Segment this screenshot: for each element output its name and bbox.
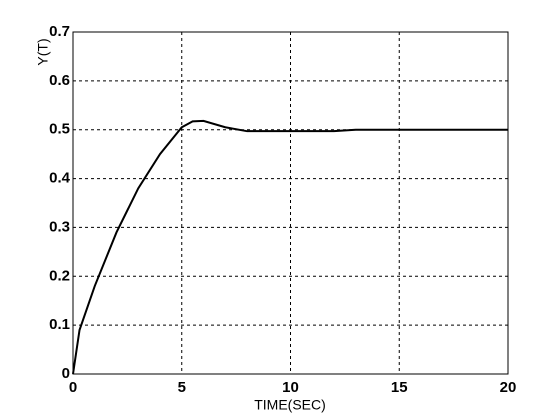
y-axis-label: Y(T) bbox=[35, 38, 51, 65]
data-line bbox=[72, 119, 508, 375]
x-axis-label: TIME(SEC) bbox=[254, 397, 326, 413]
y-tick-label: 0.5 bbox=[49, 121, 70, 138]
y-tick-label: 0.4 bbox=[49, 170, 71, 187]
y-tick-label: 0 bbox=[62, 365, 70, 382]
plot-frame bbox=[72, 31, 509, 375]
x-tick-label: 15 bbox=[391, 379, 408, 396]
y-tick-label: 0.2 bbox=[49, 267, 70, 284]
y-tick-label: 0.1 bbox=[49, 316, 70, 333]
y-tick-label: 0.7 bbox=[49, 23, 70, 40]
x-tick-label: 10 bbox=[282, 379, 299, 396]
x-tick-label: 20 bbox=[500, 379, 517, 396]
x-tick-label: 5 bbox=[178, 379, 186, 396]
y-tick-label: 0.6 bbox=[49, 72, 70, 89]
x-tick-label: 0 bbox=[69, 379, 77, 396]
y-tick-label: 0.3 bbox=[49, 218, 70, 235]
